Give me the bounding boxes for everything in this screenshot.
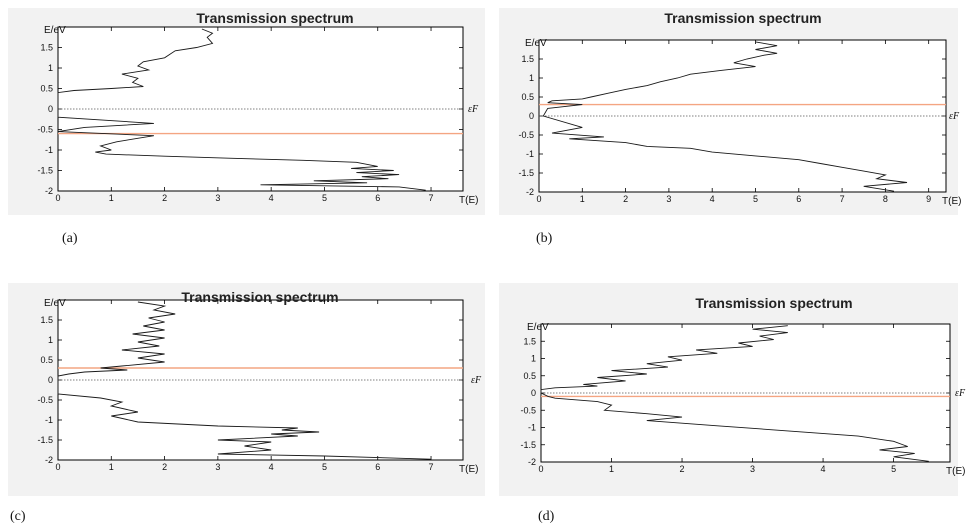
- x-axis-label: T(E): [459, 464, 478, 475]
- chart-title: Transmission spectrum: [664, 10, 821, 26]
- x-tick-label: 5: [891, 464, 896, 474]
- panels: Transmission spectrum E/eV T(E) -2 -1.5 -1 -0.…: [8, 8, 966, 524]
- x-tick-label: 1: [109, 193, 114, 203]
- x-tick-label: 1: [109, 462, 114, 472]
- chart-title: Transmission spectrum: [196, 10, 353, 26]
- x-tick-label: 4: [710, 194, 715, 204]
- transmission-curve: [57, 28, 426, 191]
- x-tick-label: 2: [162, 462, 167, 472]
- chart-title: Transmission spectrum: [695, 295, 852, 311]
- y-tick-label: -0.5: [37, 395, 53, 405]
- y-tick-label: 1: [48, 63, 53, 73]
- panel-caption: (d): [538, 509, 555, 524]
- x-tick-label: 6: [375, 462, 380, 472]
- y-tick-label: -1.5: [37, 435, 53, 445]
- x-tick-label: 9: [926, 194, 931, 204]
- x-tick-label: 3: [215, 193, 220, 203]
- y-tick-label: 0.5: [521, 92, 534, 102]
- x-tick-label: 5: [322, 462, 327, 472]
- x-tick-label: 0: [538, 464, 543, 474]
- x-tick-label: 7: [429, 193, 434, 203]
- fermi-label: εF: [955, 388, 966, 399]
- y-tick-label: 1.5: [521, 54, 534, 64]
- x-tick-label: 0: [536, 194, 541, 204]
- x-tick-label: 4: [821, 464, 826, 474]
- x-axis-label: T(E): [459, 195, 478, 206]
- y-axis-label: E/eV: [525, 38, 547, 49]
- y-tick-label: -1.5: [37, 166, 53, 176]
- y-tick-label: 0.5: [40, 84, 53, 94]
- x-tick-label: 5: [753, 194, 758, 204]
- x-tick-label: 3: [750, 464, 755, 474]
- panel-caption: (b): [536, 231, 553, 246]
- x-axis-label: T(E): [946, 466, 965, 477]
- chart-panel-3: Transmission spectrum E/eV T(E) -2 -1.5 -1 -0.…: [499, 283, 966, 524]
- x-tick-label: 7: [840, 194, 845, 204]
- panel-caption: (c): [10, 509, 26, 524]
- y-tick-label: 1.5: [40, 43, 53, 53]
- y-tick-label: 1.5: [40, 315, 53, 325]
- x-tick-label: 4: [269, 193, 274, 203]
- x-tick-label: 6: [375, 193, 380, 203]
- y-tick-label: 1.5: [523, 336, 536, 346]
- transmission-curve: [542, 41, 908, 192]
- y-tick-label: 1: [529, 73, 534, 83]
- y-tick-label: -0.5: [37, 125, 53, 135]
- y-tick-label: 1: [48, 335, 53, 345]
- x-tick-label: 6: [796, 194, 801, 204]
- y-tick-label: 0: [531, 388, 536, 398]
- x-tick-label: 0: [55, 462, 60, 472]
- x-tick-label: 4: [269, 462, 274, 472]
- x-axis-label: T(E): [942, 196, 961, 207]
- x-tick-label: 3: [215, 462, 220, 472]
- x-tick-label: 2: [623, 194, 628, 204]
- y-tick-label: -1: [45, 415, 53, 425]
- y-tick-label: 0: [48, 104, 53, 114]
- y-tick-label: -1.5: [518, 168, 534, 178]
- fermi-label: εF: [471, 375, 482, 386]
- x-tick-label: 7: [429, 462, 434, 472]
- y-tick-label: 0: [529, 111, 534, 121]
- chart-panel-0: Transmission spectrum E/eV T(E) -2 -1.5 -1 -0.…: [8, 8, 485, 246]
- panel-caption: (a): [62, 231, 78, 246]
- y-tick-label: -1.5: [520, 440, 536, 450]
- y-tick-label: -1: [528, 423, 536, 433]
- y-tick-label: -0.5: [518, 130, 534, 140]
- x-tick-label: 1: [580, 194, 585, 204]
- y-axis-label: E/eV: [527, 322, 549, 333]
- y-tick-label: -2: [528, 457, 536, 467]
- y-tick-label: -1: [526, 149, 534, 159]
- x-tick-label: 1: [609, 464, 614, 474]
- x-tick-label: 3: [666, 194, 671, 204]
- chart-panel-1: Transmission spectrum E/eV T(E) -2 -1.5 -1 -0.…: [499, 8, 961, 246]
- transmission-curve: [540, 325, 929, 462]
- y-tick-label: -2: [526, 187, 534, 197]
- y-tick-label: 0.5: [40, 355, 53, 365]
- y-tick-label: -2: [45, 186, 53, 196]
- fermi-label: εF: [949, 111, 960, 122]
- y-tick-label: -2: [45, 455, 53, 465]
- x-tick-label: 5: [322, 193, 327, 203]
- x-tick-label: 0: [55, 193, 60, 203]
- x-tick-label: 2: [680, 464, 685, 474]
- y-axis-label: E/eV: [44, 298, 66, 309]
- y-axis-label: E/eV: [44, 25, 66, 36]
- y-tick-label: -0.5: [520, 405, 536, 415]
- fermi-label: εF: [468, 104, 479, 115]
- x-tick-label: 8: [883, 194, 888, 204]
- chart-title: Transmission spectrum: [181, 289, 338, 305]
- y-tick-label: -1: [45, 145, 53, 155]
- chart-panel-2: Transmission spectrum E/eV T(E) -2 -1.5 -1 -0.…: [8, 283, 485, 524]
- transmission-curve: [57, 301, 432, 460]
- x-tick-label: 2: [162, 193, 167, 203]
- y-tick-label: 1: [531, 354, 536, 364]
- y-tick-label: 0.5: [523, 371, 536, 381]
- y-tick-label: 0: [48, 375, 53, 385]
